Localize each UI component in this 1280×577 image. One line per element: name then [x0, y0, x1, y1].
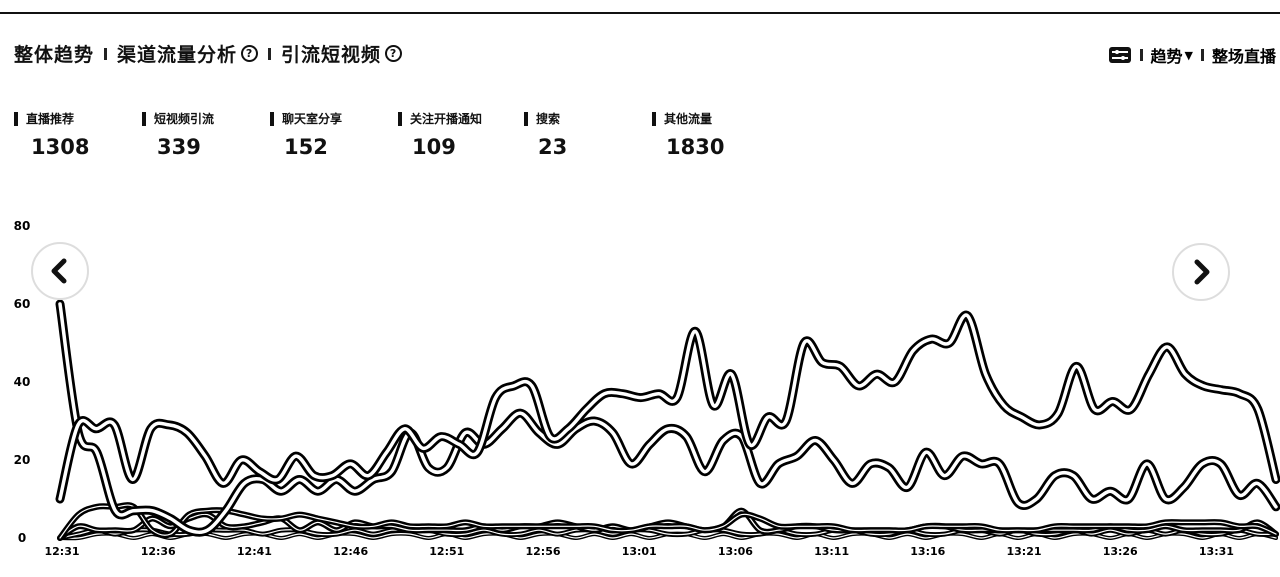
metric-label-row: 关注开播通知 [398, 110, 482, 127]
tab-label: 渠道流量分析 [117, 44, 238, 66]
x-tick-label: 12:56 [525, 545, 560, 558]
metric-chat-share[interactable]: 聊天室分享 152 [270, 110, 342, 159]
metric-other[interactable]: 其他流量 1830 [652, 110, 724, 159]
x-tick-label: 13:31 [1199, 545, 1234, 558]
metric-value: 1308 [31, 135, 90, 159]
filter-settings-button[interactable] [1108, 46, 1132, 64]
trend-dropdown-label: 趋势 [1150, 47, 1183, 66]
chevron-left-icon [51, 258, 67, 284]
legend-swatch [398, 111, 402, 126]
series-line-highlight [59, 510, 1277, 539]
x-tick-label: 12:51 [429, 545, 464, 558]
tab-label: 引流短视频 [281, 44, 382, 66]
metric-value: 23 [538, 135, 568, 159]
toolbar-separator [1139, 49, 1143, 61]
metric-label-row: 直播推荐 [14, 110, 89, 127]
metric-value: 339 [157, 135, 201, 159]
top-divider [0, 12, 1280, 14]
x-tick-label: 12:46 [333, 545, 368, 558]
metric-label: 直播推荐 [26, 112, 75, 126]
metric-label: 关注开播通知 [410, 112, 483, 126]
help-icon[interactable]: ? [241, 45, 259, 62]
tab-separator [104, 47, 108, 60]
x-tick-label: 12:41 [237, 545, 272, 558]
tab-label: 整体趋势 [14, 44, 95, 66]
x-tick-label: 13:21 [1006, 545, 1041, 558]
toolbar-separator [1200, 49, 1204, 61]
metric-label: 其他流量 [664, 112, 713, 126]
chart-toolbar: 趋势 ▼ 整场直播 [1108, 43, 1276, 67]
metric-value: 1830 [666, 135, 725, 159]
y-tick-label: 20 [14, 453, 31, 467]
metric-label-row: 搜索 [524, 110, 567, 127]
legend-swatch [652, 111, 656, 126]
legend-swatch [524, 111, 528, 126]
y-tick-label: 40 [14, 375, 31, 389]
series-line-highlight [58, 313, 1278, 501]
x-tick-label: 12:36 [141, 545, 176, 558]
x-tick-label: 13:11 [814, 545, 849, 558]
y-tick-label: 60 [14, 297, 31, 311]
y-tick-label: 0 [18, 531, 26, 545]
y-tick-label: 80 [14, 219, 31, 233]
x-tick-label: 12:31 [44, 545, 79, 558]
chevron-down-icon: ▼ [1184, 48, 1193, 62]
x-tick-label: 13:26 [1103, 545, 1138, 558]
legend-swatch [142, 111, 146, 126]
tab-short-video[interactable]: 引流短视频 ? [281, 40, 403, 67]
x-tick-label: 13:06 [718, 545, 753, 558]
series-line-highlight [59, 504, 1277, 539]
x-tick-label: 13:16 [910, 545, 945, 558]
tab-bar: 整体趋势 渠道流量分析 ? 引流短视频 ? [14, 40, 403, 67]
help-icon[interactable]: ? [385, 45, 403, 62]
whole-live-button[interactable]: 整场直播 [1212, 43, 1276, 67]
metric-label-row: 短视频引流 [142, 110, 214, 127]
chevron-right-icon [1194, 259, 1210, 285]
next-button[interactable] [1172, 243, 1230, 301]
metric-value: 152 [284, 135, 328, 159]
metric-value: 109 [412, 135, 456, 159]
whole-live-label: 整场直播 [1211, 47, 1276, 66]
metric-label-row: 其他流量 [652, 110, 724, 127]
metric-label: 搜索 [536, 112, 561, 126]
metric-label: 聊天室分享 [282, 112, 343, 126]
sliders-icon [1108, 47, 1131, 63]
metric-summary: 直播推荐 1308 短视频引流 339 聊天室分享 152 关注开播通知 109… [14, 110, 774, 170]
tab-overall-trend[interactable]: 整体趋势 [14, 40, 94, 67]
series-line-highlight [58, 302, 1278, 534]
metric-label: 短视频引流 [154, 112, 215, 126]
legend-swatch [14, 111, 18, 126]
previous-button[interactable] [31, 242, 89, 300]
metric-live-recommend[interactable]: 直播推荐 1308 [14, 110, 89, 159]
metric-short-video[interactable]: 短视频引流 339 [142, 110, 214, 159]
tab-separator [268, 47, 272, 60]
metric-label-row: 聊天室分享 [270, 110, 342, 127]
x-tick-label: 13:01 [622, 545, 657, 558]
metric-search[interactable]: 搜索 23 [524, 110, 567, 159]
legend-swatch [270, 111, 274, 126]
tab-channel-traffic[interactable]: 渠道流量分析 ? [117, 40, 259, 67]
trend-dropdown[interactable]: 趋势 ▼ [1151, 43, 1193, 67]
metric-follow-notice[interactable]: 关注开播通知 109 [398, 110, 482, 159]
